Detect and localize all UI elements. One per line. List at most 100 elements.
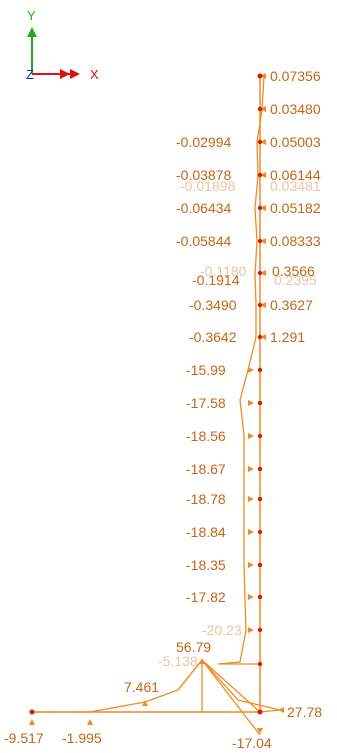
- label-arrow: [248, 594, 254, 600]
- label-arrow: [260, 238, 266, 244]
- value-label: -18.84: [186, 524, 226, 540]
- node: [29, 709, 35, 715]
- node: [257, 562, 263, 568]
- value-label: 0.08333: [270, 233, 321, 249]
- label-arrow: [248, 433, 254, 439]
- value-label: -18.35: [186, 557, 226, 573]
- value-label: -18.67: [186, 461, 226, 477]
- value-label: -0.05844: [176, 233, 231, 249]
- nodes: [29, 73, 263, 715]
- x-axis-label: X: [90, 67, 99, 82]
- value-label: -17.58: [186, 395, 226, 411]
- value-label: 0.3566: [272, 263, 315, 279]
- force-diagram: [32, 75, 281, 736]
- value-label: -9.517: [4, 730, 44, 746]
- node: [257, 433, 263, 439]
- faint-value-label: -0.1180: [200, 263, 247, 279]
- value-label: -0.3642: [189, 329, 237, 345]
- node: [257, 466, 263, 472]
- base-hatch-5: [201, 659, 261, 736]
- value-label: 0.03480: [270, 101, 321, 117]
- value-label: -0.02994: [176, 134, 231, 150]
- node: [257, 627, 263, 633]
- label-arrow: [199, 658, 205, 664]
- base-hatch-2: [177, 659, 203, 691]
- node: [257, 400, 263, 406]
- value-label: -0.3490: [189, 297, 237, 313]
- faint-value-label: -5.138: [158, 653, 198, 669]
- node: [257, 367, 263, 373]
- label-arrow: [260, 172, 266, 178]
- node: [257, 661, 263, 667]
- label-arrow: [278, 707, 284, 713]
- node: [257, 302, 263, 308]
- label-arrow: [248, 496, 254, 502]
- value-label: -18.56: [186, 428, 226, 444]
- node: [257, 709, 263, 715]
- value-label: -17.04: [232, 735, 272, 751]
- value-label: 0.05003: [270, 134, 321, 150]
- y-axis-label: Y: [27, 8, 36, 23]
- axis-triad: Y X Z: [26, 8, 99, 82]
- value-label: 56.79: [176, 639, 211, 655]
- label-arrow: [248, 627, 254, 633]
- node: [257, 529, 263, 535]
- value-label: -1.995: [62, 730, 102, 746]
- value-label: -17.82: [186, 589, 226, 605]
- label-arrow: [260, 139, 266, 145]
- label-arrow: [142, 700, 148, 706]
- node: [257, 172, 263, 178]
- value-label: -0.1914: [192, 272, 240, 288]
- label-arrow: [29, 719, 35, 725]
- label-arrow: [248, 562, 254, 568]
- label-arrows: [29, 73, 284, 734]
- label-arrow: [260, 302, 266, 308]
- node: [257, 594, 263, 600]
- label-arrow: [248, 529, 254, 535]
- label-arrow: [260, 73, 266, 79]
- value-label: -18.78: [186, 491, 226, 507]
- label-arrow: [260, 205, 266, 211]
- label-arrow: [87, 719, 93, 725]
- upper-column-labels: 0.07356 0.03480 -0.02994 0.05003 -0.0189…: [176, 68, 321, 345]
- value-label: -0.03878: [176, 167, 231, 183]
- z-axis-label: Z: [26, 67, 34, 82]
- value-label: 0.3627: [270, 297, 313, 313]
- node: [257, 496, 263, 502]
- value-label: 1.291: [270, 329, 305, 345]
- node: [257, 238, 263, 244]
- node: [257, 270, 263, 276]
- faint-value-label: 0.2395: [274, 272, 317, 288]
- label-arrow: [248, 367, 254, 373]
- label-arrow: [248, 466, 254, 472]
- x-axis-arrowhead-2: [70, 69, 80, 79]
- value-label: 0.06144: [270, 167, 321, 183]
- value-label: 7.461: [124, 679, 159, 695]
- faint-value-label: 0.03481: [270, 178, 321, 194]
- x-axis-arrowhead: [60, 69, 70, 79]
- node: [257, 73, 263, 79]
- label-arrow: [260, 106, 266, 112]
- label-arrow: [260, 334, 266, 340]
- faint-value-label: -0.01898: [180, 178, 235, 194]
- label-arrow: [248, 400, 254, 406]
- column-diagram-upper: [247, 75, 265, 371]
- value-label: 27.78: [287, 704, 322, 720]
- faint-value-label: -20.23: [202, 622, 242, 638]
- value-label: 0.07356: [270, 68, 321, 84]
- base-labels: 56.79 7.461 27.78 -17.04 -9.517 -1.995: [4, 639, 322, 751]
- node: [257, 334, 263, 340]
- lower-column-labels: -15.99 -17.58 -18.56 -18.67 -18.78 -18.8…: [158, 362, 242, 669]
- node: [257, 205, 263, 211]
- node: [257, 106, 263, 112]
- label-arrow: [257, 728, 263, 734]
- y-axis-arrowhead: [27, 27, 37, 37]
- column-diagram-lower: [217, 369, 249, 665]
- node: [257, 139, 263, 145]
- value-label: -15.99: [186, 362, 226, 378]
- value-label: 0.05182: [270, 200, 321, 216]
- label-arrow: [260, 270, 266, 276]
- value-label: -0.06434: [176, 200, 231, 216]
- base-hatch-3: [201, 659, 261, 713]
